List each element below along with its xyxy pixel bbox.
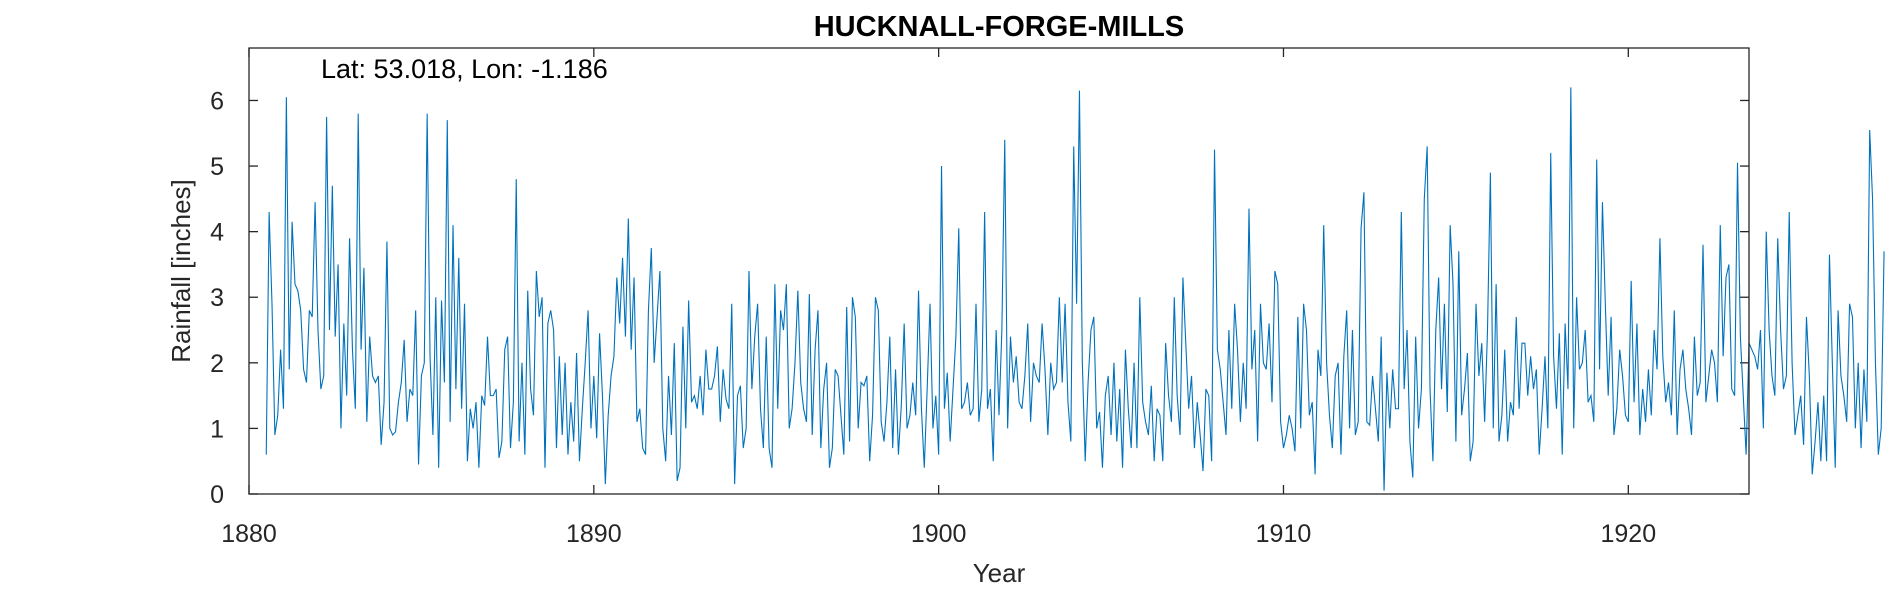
y-tick-label: 1: [210, 415, 224, 443]
axes-background: [249, 48, 1749, 494]
y-tick-label: 0: [210, 481, 224, 509]
rainfall-series-line: [265, 87, 1885, 491]
location-annotation: Lat: 53.018, Lon: -1.186: [321, 54, 608, 84]
tick-labels: 1880 1890 1900 1910 1920 0 1 2 3 4 5 6: [210, 87, 1656, 548]
x-tick-label: 1890: [566, 520, 622, 548]
y-tick-label: 2: [210, 350, 224, 378]
y-axis-label: Rainfall [inches]: [166, 179, 196, 363]
x-tick-label: 1920: [1600, 520, 1656, 548]
x-tick-label: 1900: [911, 520, 967, 548]
x-axis-label: Year: [973, 558, 1026, 588]
y-tick-label: 6: [210, 87, 224, 115]
x-tick-label: 1910: [1256, 520, 1312, 548]
axes-box: [248, 47, 1750, 495]
x-tick-label: 1880: [221, 520, 277, 548]
chart-title: HUCKNALL-FORGE-MILLS: [814, 11, 1185, 43]
y-tick-label: 3: [210, 284, 224, 312]
y-tick-label: 5: [210, 153, 224, 181]
y-tick-label: 4: [210, 219, 224, 247]
